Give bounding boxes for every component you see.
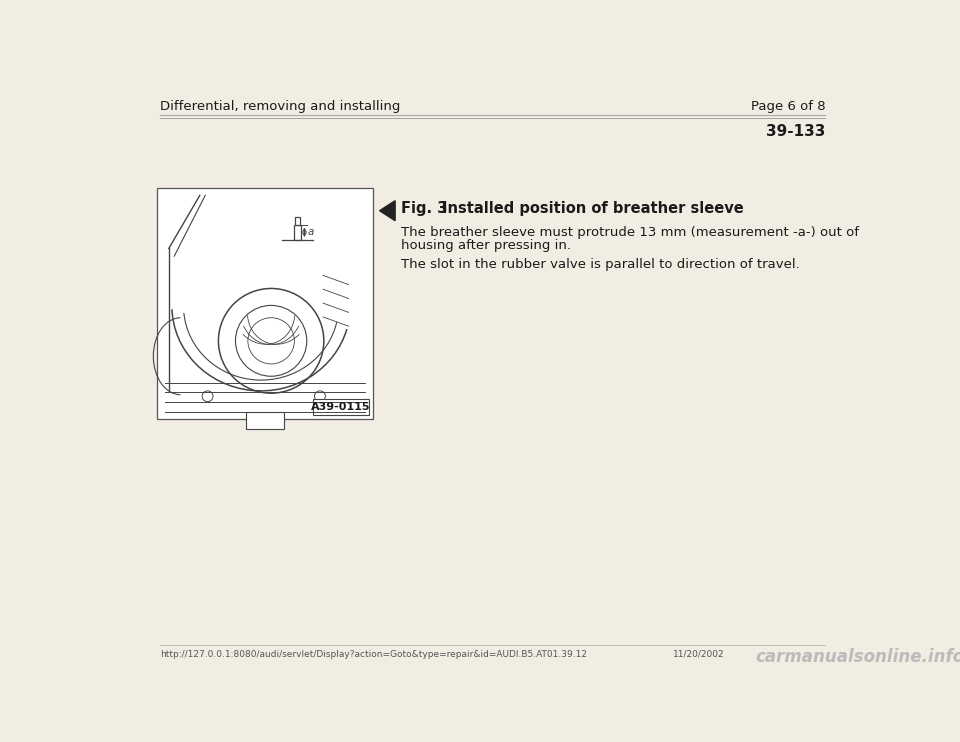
Text: Fig. 3: Fig. 3 xyxy=(400,200,447,216)
Text: Page 6 of 8: Page 6 of 8 xyxy=(751,100,826,113)
Text: carmanualsonline.info: carmanualsonline.info xyxy=(756,648,960,666)
Text: a: a xyxy=(307,227,314,237)
Bar xyxy=(246,413,284,430)
Text: The breather sleeve must protrude 13 mm (measurement -a-) out of: The breather sleeve must protrude 13 mm … xyxy=(400,226,858,239)
Text: 11/20/2002: 11/20/2002 xyxy=(673,649,725,659)
Polygon shape xyxy=(379,200,396,220)
Bar xyxy=(313,399,369,415)
Text: A39-0115: A39-0115 xyxy=(311,402,371,412)
Bar xyxy=(295,217,300,225)
Bar xyxy=(294,225,301,240)
Text: http://127.0.0.1:8080/audi/servlet/Display?action=Goto&type=repair&id=AUDI.B5.AT: http://127.0.0.1:8080/audi/servlet/Displ… xyxy=(160,649,588,659)
Text: Differential, removing and installing: Differential, removing and installing xyxy=(160,100,400,113)
Bar xyxy=(157,188,372,418)
Text: housing after pressing in.: housing after pressing in. xyxy=(400,239,570,252)
Text: 39-133: 39-133 xyxy=(766,124,826,139)
Text: Installed position of breather sleeve: Installed position of breather sleeve xyxy=(442,200,743,216)
Text: The slot in the rubber valve is parallel to direction of travel.: The slot in the rubber valve is parallel… xyxy=(400,258,800,272)
